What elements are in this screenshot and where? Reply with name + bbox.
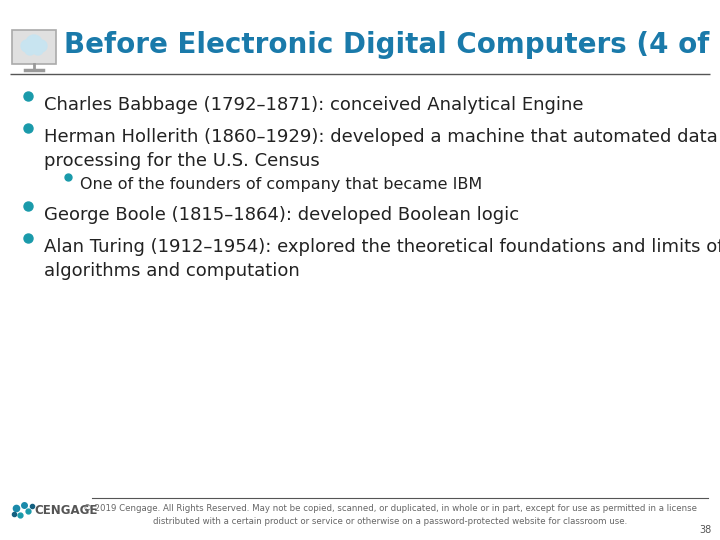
Circle shape: [25, 45, 35, 55]
Text: Alan Turing (1912–1954): explored the theoretical foundations and limits of
algo: Alan Turing (1912–1954): explored the th…: [44, 238, 720, 280]
Text: CENGAGE: CENGAGE: [34, 503, 97, 516]
Circle shape: [26, 35, 42, 51]
Text: © 2019 Cengage. All Rights Reserved. May not be copied, scanned, or duplicated, : © 2019 Cengage. All Rights Reserved. May…: [83, 504, 697, 525]
Text: One of the founders of company that became IBM: One of the founders of company that beca…: [80, 177, 482, 192]
Text: Charles Babbage (1792–1871): conceived Analytical Engine: Charles Babbage (1792–1871): conceived A…: [44, 96, 583, 114]
Text: George Boole (1815–1864): developed Boolean logic: George Boole (1815–1864): developed Bool…: [44, 206, 519, 225]
Text: Herman Hollerith (1860–1929): developed a machine that automated data
processing: Herman Hollerith (1860–1929): developed …: [44, 127, 718, 170]
Circle shape: [21, 40, 33, 52]
FancyBboxPatch shape: [12, 30, 56, 64]
Circle shape: [35, 40, 47, 52]
Circle shape: [33, 45, 43, 55]
Text: Before Electronic Digital Computers (4 of 4): Before Electronic Digital Computers (4 o…: [64, 31, 720, 59]
Text: 38: 38: [700, 525, 712, 535]
